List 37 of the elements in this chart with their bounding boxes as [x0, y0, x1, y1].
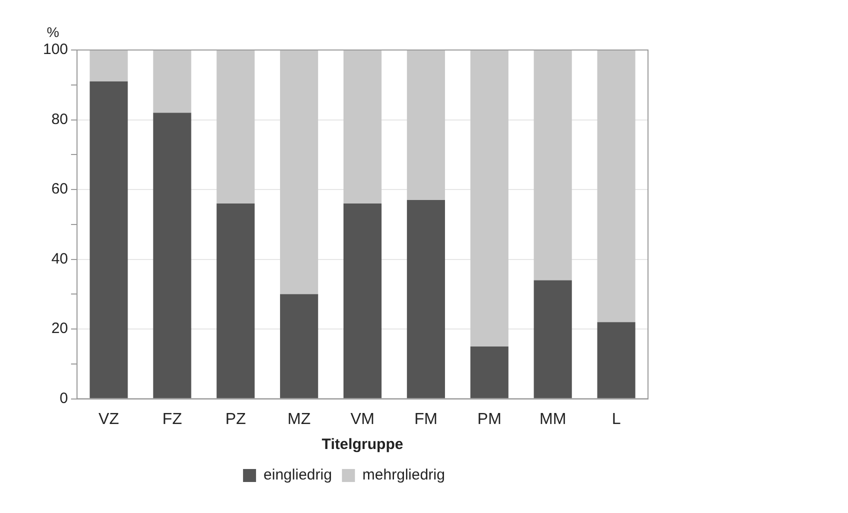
bar — [534, 50, 572, 280]
x-tick-label: FZ — [162, 410, 182, 428]
bar — [597, 50, 636, 322]
x-tick-label: FM — [414, 410, 438, 428]
bar — [153, 50, 192, 113]
y-tick-label: 80 — [51, 110, 68, 128]
x-tick-label: PZ — [225, 410, 246, 428]
x-tick-label: MM — [540, 410, 566, 428]
bar — [597, 322, 636, 398]
bar — [216, 203, 255, 398]
bar — [470, 50, 508, 346]
y-tick-label: 20 — [51, 320, 68, 338]
y-axis-title: % — [46, 24, 60, 40]
y-tick-label: 40 — [51, 250, 68, 268]
y-tick-label: 0 — [60, 390, 68, 407]
bar — [406, 200, 445, 398]
bar — [90, 50, 128, 82]
y-tick-label: 60 — [51, 180, 68, 198]
x-tick-label: L — [612, 410, 621, 428]
legend-label: eingliedrig — [264, 466, 332, 484]
x-tick-label: VM — [350, 410, 375, 428]
bar — [343, 50, 382, 204]
x-tick-label: PM — [477, 410, 502, 428]
bar — [470, 346, 508, 398]
bar — [343, 203, 382, 398]
bar — [280, 50, 318, 294]
bar — [534, 280, 572, 398]
bar — [280, 294, 318, 398]
bar — [216, 50, 255, 204]
y-tick-label: 100 — [42, 41, 68, 58]
x-tick-label: VZ — [98, 410, 120, 428]
x-axis-title: Titelgruppe — [322, 436, 404, 454]
x-tick-label: MZ — [288, 410, 311, 428]
legend-label: mehrgliedrig — [362, 466, 445, 484]
bar — [406, 50, 445, 200]
bar — [153, 112, 192, 398]
bar — [90, 81, 128, 398]
